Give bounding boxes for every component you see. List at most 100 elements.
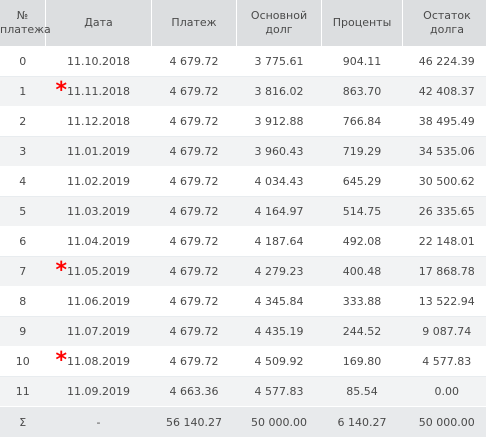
cell-payment-number: 7 bbox=[0, 257, 46, 287]
cell-interest: 333.88 bbox=[322, 287, 403, 317]
cell-date: 11.07.2019 bbox=[46, 317, 152, 347]
asterisk-mark: * bbox=[56, 350, 68, 372]
date-text: 11.04.2019 bbox=[67, 235, 130, 248]
cell-balance: 26 335.65 bbox=[403, 197, 486, 227]
cell-interest: 169.80 bbox=[322, 347, 403, 377]
header-payment-number-line2: платежа bbox=[0, 23, 51, 36]
date-text: 11.01.2019 bbox=[67, 145, 130, 158]
header-balance-line1: Остаток bbox=[423, 9, 471, 22]
cell-date: 11.01.2019 bbox=[46, 137, 152, 167]
cell-payment-number: 4 bbox=[0, 167, 46, 197]
cell-date: 11.06.2019 bbox=[46, 287, 152, 317]
cell-balance: 17 868.78 bbox=[403, 257, 486, 287]
cell-interest: 863.70 bbox=[322, 77, 403, 107]
cell-payment-number: 2 bbox=[0, 107, 46, 137]
cell-payment: 4 679.72 bbox=[152, 287, 237, 317]
header-balance-line2: долга bbox=[430, 23, 464, 36]
header-date: Дата bbox=[46, 0, 152, 47]
cell-principal: 3 775.61 bbox=[237, 47, 322, 77]
cell-date: 11.09.2019 bbox=[46, 377, 152, 407]
asterisk-mark: * bbox=[56, 260, 68, 282]
cell-interest: 400.48 bbox=[322, 257, 403, 287]
total-cell-principal: 50 000.00 bbox=[237, 407, 322, 438]
cell-balance: 9 087.74 bbox=[403, 317, 486, 347]
cell-interest: 514.75 bbox=[322, 197, 403, 227]
cell-payment: 4 679.72 bbox=[152, 347, 237, 377]
cell-principal: 4 279.23 bbox=[237, 257, 322, 287]
header-interest: Проценты bbox=[322, 0, 403, 47]
cell-payment-number: 6 bbox=[0, 227, 46, 257]
cell-principal: 4 435.19 bbox=[237, 317, 322, 347]
cell-principal: 3 960.43 bbox=[237, 137, 322, 167]
cell-interest: 766.84 bbox=[322, 107, 403, 137]
cell-payment: 4 679.72 bbox=[152, 227, 237, 257]
cell-payment-number: 11 bbox=[0, 377, 46, 407]
date-text: 11.05.2019 bbox=[67, 265, 130, 278]
cell-principal: 3 816.02 bbox=[237, 77, 322, 107]
cell-interest: 244.52 bbox=[322, 317, 403, 347]
cell-principal: 3 912.88 bbox=[237, 107, 322, 137]
cell-payment-number: 9 bbox=[0, 317, 46, 347]
date-text: 11.08.2019 bbox=[67, 355, 130, 368]
cell-principal: 4 509.92 bbox=[237, 347, 322, 377]
cell-interest: 904.11 bbox=[322, 47, 403, 77]
cell-balance: 46 224.39 bbox=[403, 47, 486, 77]
cell-payment-number: 1 bbox=[0, 77, 46, 107]
cell-date: *11.05.2019 bbox=[46, 257, 152, 287]
date-text: 11.09.2019 bbox=[67, 385, 130, 398]
cell-payment-number: 10 bbox=[0, 347, 46, 377]
cell-interest: 719.29 bbox=[322, 137, 403, 167]
cell-interest: 645.29 bbox=[322, 167, 403, 197]
cell-date: 11.10.2018 bbox=[46, 47, 152, 77]
cell-principal: 4 345.84 bbox=[237, 287, 322, 317]
cell-payment: 4 679.72 bbox=[152, 167, 237, 197]
cell-payment: 4 679.72 bbox=[152, 257, 237, 287]
cell-balance: 30 500.62 bbox=[403, 167, 486, 197]
cell-interest: 492.08 bbox=[322, 227, 403, 257]
date-text: 11.06.2019 bbox=[67, 295, 130, 308]
cell-payment-number: 3 bbox=[0, 137, 46, 167]
cell-principal: 4 164.97 bbox=[237, 197, 322, 227]
cell-date: *11.08.2019 bbox=[46, 347, 152, 377]
cell-principal: 4 034.43 bbox=[237, 167, 322, 197]
cell-principal: 4 187.64 bbox=[237, 227, 322, 257]
cell-balance: 34 535.06 bbox=[403, 137, 486, 167]
total-cell-payment: 56 140.27 bbox=[152, 407, 237, 438]
cell-balance: 4 577.83 bbox=[403, 347, 486, 377]
cell-payment-number: 0 bbox=[0, 47, 46, 77]
date-text: 11.11.2018 bbox=[67, 85, 130, 98]
date-text: 11.02.2019 bbox=[67, 175, 130, 188]
total-cell-date: - bbox=[46, 407, 152, 438]
total-cell-balance: 50 000.00 bbox=[403, 407, 486, 438]
date-text: 11.03.2019 bbox=[67, 205, 130, 218]
cell-principal: 4 577.83 bbox=[237, 377, 322, 407]
cell-balance: 38 495.49 bbox=[403, 107, 486, 137]
total-cell-interest: 6 140.27 bbox=[322, 407, 403, 438]
date-text: 11.07.2019 bbox=[67, 325, 130, 338]
cell-payment: 4 679.72 bbox=[152, 137, 237, 167]
header-principal-line2: долг bbox=[265, 23, 292, 36]
asterisk-mark: * bbox=[56, 80, 68, 102]
cell-date: 11.03.2019 bbox=[46, 197, 152, 227]
cell-balance: 22 148.01 bbox=[403, 227, 486, 257]
cell-date: 11.12.2018 bbox=[46, 107, 152, 137]
cell-payment: 4 679.72 bbox=[152, 197, 237, 227]
cell-interest: 85.54 bbox=[322, 377, 403, 407]
cell-payment: 4 663.36 bbox=[152, 377, 237, 407]
cell-balance: 0.00 bbox=[403, 377, 486, 407]
